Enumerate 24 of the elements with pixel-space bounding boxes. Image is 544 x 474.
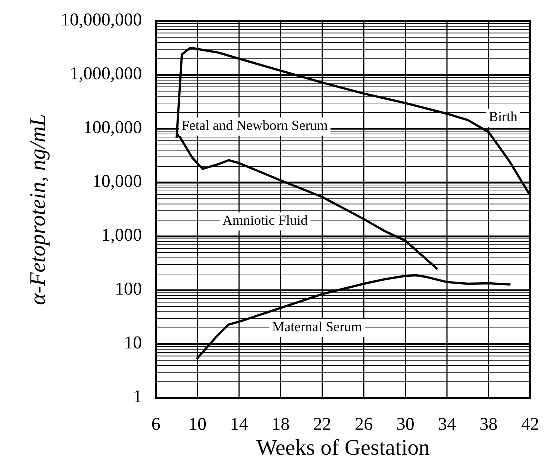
series-label: Fetal and Newborn Serum [182, 120, 328, 130]
x-tick-label: 26 [356, 418, 373, 430]
annotation: Birth [489, 112, 518, 122]
x-tick-label: 18 [273, 418, 290, 430]
x-tick-label: 42 [522, 418, 538, 430]
y-tick-label: 100,000 [85, 121, 142, 136]
y-tick-label: 10,000 [94, 175, 142, 190]
y-tick-label: 1,000,000 [72, 68, 142, 82]
x-tick-label: 6 [152, 418, 160, 430]
y-axis-title: α-Fetoprotein, ng/mL [30, 115, 50, 305]
x-tick-label: 22 [314, 418, 331, 430]
x-tick-label: 14 [232, 418, 248, 430]
series-label: Amniotic Fluid [222, 215, 308, 226]
y-tick-label: 1 [134, 390, 142, 402]
x-tick-label: 10 [190, 418, 206, 430]
y-tick-label: 1,000 [103, 228, 142, 244]
y-tick-label: 10,000,000 [62, 14, 142, 28]
x-tick-label: 30 [397, 418, 414, 430]
y-tick-label: 10 [126, 336, 142, 349]
x-tick-label: 34 [439, 418, 456, 430]
y-tick-label: 100 [116, 282, 142, 296]
x-tick-label: 38 [480, 418, 498, 430]
x-axis-title: Weeks of Gestation [256, 439, 430, 456]
series-label: Maternal Serum [272, 322, 362, 332]
